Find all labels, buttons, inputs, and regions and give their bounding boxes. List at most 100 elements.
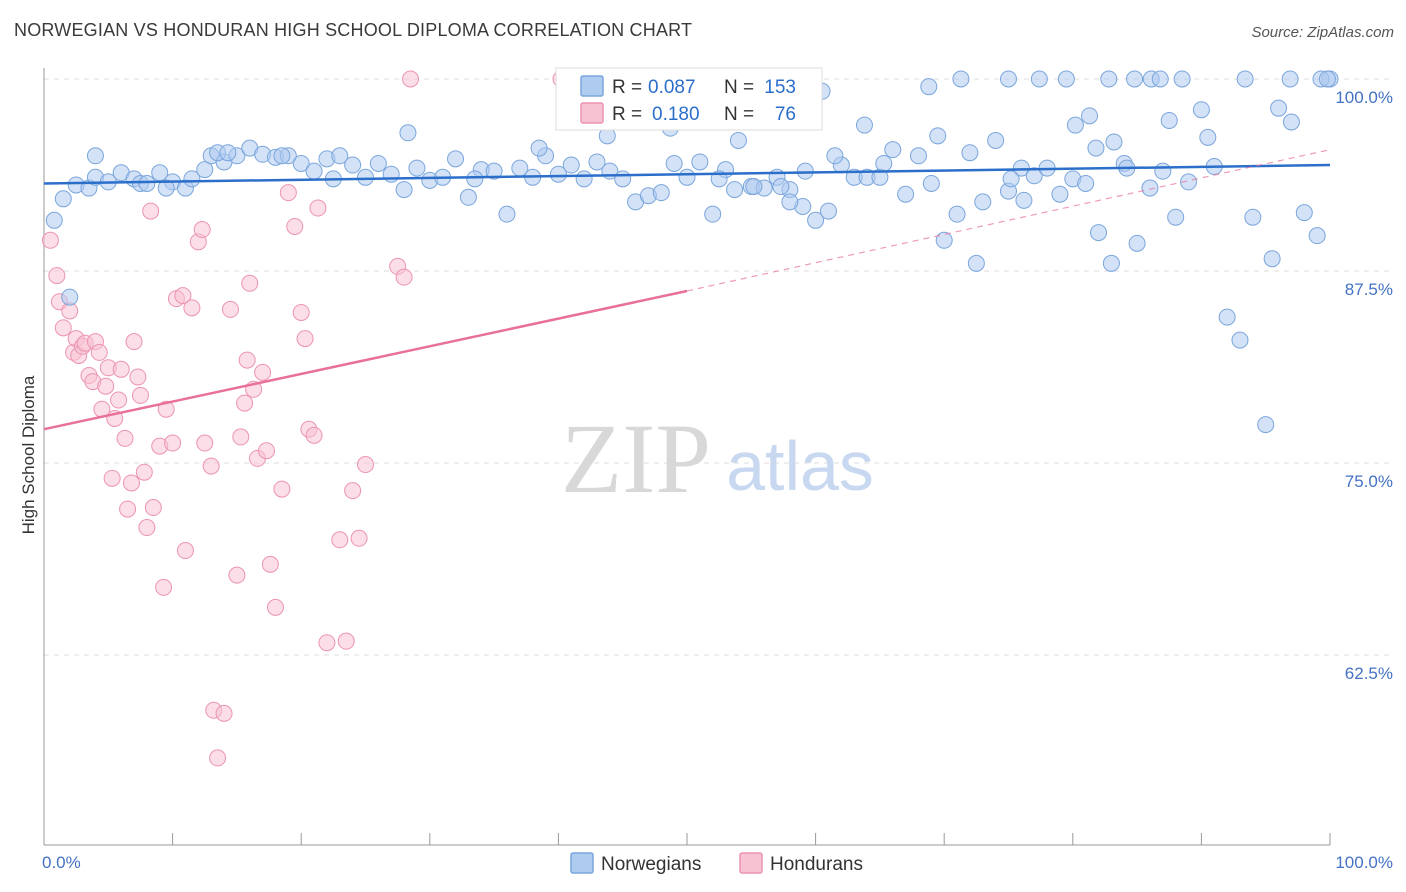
norwegians-point	[935, 231, 953, 249]
norwegians-point	[86, 147, 104, 165]
hondurans-point	[209, 749, 227, 767]
norwegians-point	[1105, 133, 1123, 151]
hondurans-point	[215, 704, 233, 722]
norwegians-point	[772, 178, 790, 196]
norwegians-point	[967, 254, 985, 272]
norwegians-point	[183, 170, 201, 188]
norwegians-point	[922, 174, 940, 192]
hondurans-point	[157, 400, 175, 418]
hondurans-point	[395, 268, 413, 286]
norwegians-point	[1128, 234, 1146, 252]
norwegians-point	[562, 156, 580, 174]
hondurans-point	[131, 386, 149, 404]
norwegians-point	[726, 181, 744, 199]
hondurans-point	[357, 456, 374, 474]
hondurans-point	[350, 529, 368, 547]
hondurans-point	[90, 343, 108, 361]
norwegians-point	[704, 205, 722, 223]
norwegians-point	[1263, 250, 1281, 268]
norwegians-point	[1015, 191, 1033, 209]
norwegians-point	[1000, 70, 1017, 88]
hondurans-point	[135, 463, 153, 481]
hondurans-point	[119, 500, 137, 518]
norwegians-point	[466, 170, 484, 188]
norwegians-point	[745, 178, 763, 196]
norwegians-point	[54, 190, 72, 208]
norwegians-point	[1141, 179, 1159, 197]
norwegians-point	[1295, 204, 1313, 222]
norwegians-point	[781, 193, 799, 211]
norwegians-point	[575, 170, 593, 188]
hondurans-point	[286, 217, 304, 235]
hondurans-point	[112, 360, 130, 378]
norwegians-point	[1236, 70, 1254, 88]
y-tick-labels: 62.5% 75.0% 87.5% 100.0%	[1335, 88, 1393, 683]
hondurans-point	[331, 531, 349, 549]
bottom-legend-label-norwegians: Norwegians	[601, 854, 701, 875]
norwegians-point	[826, 147, 844, 165]
hondurans-trend-line	[43, 289, 688, 431]
hondurans-point	[236, 394, 254, 412]
hondurans-point	[292, 303, 310, 321]
norwegians-point	[196, 161, 214, 179]
norwegians-point	[399, 124, 417, 142]
norwegians-point	[974, 193, 992, 211]
legend-n-value-norwegians: 153	[764, 77, 796, 98]
norwegians-point	[1102, 254, 1120, 272]
hondurans-point	[266, 598, 284, 616]
norwegians-point	[1002, 170, 1020, 188]
norwegians-point	[1081, 107, 1099, 125]
y-axis-label: High School Diploma	[19, 375, 38, 534]
norwegians-point	[395, 181, 413, 199]
hondurans-point	[193, 221, 211, 239]
hondurans-point	[116, 429, 134, 447]
hondurans-point	[232, 428, 250, 446]
norwegians-point	[344, 156, 362, 174]
norwegians-point	[1173, 70, 1191, 88]
hondurans-point	[103, 469, 121, 487]
norwegians-point	[549, 165, 567, 183]
norwegians-point	[920, 78, 938, 96]
norwegians-point	[305, 162, 323, 180]
norwegians-points	[45, 70, 1339, 434]
hondurans-point	[257, 442, 275, 460]
hondurans-point	[125, 333, 143, 351]
norwegians-point	[855, 116, 873, 134]
bottom-legend-label-hondurans: Hondurans	[770, 854, 863, 875]
norwegians-point	[897, 185, 915, 203]
hondurans-points	[41, 70, 570, 767]
hondurans-point	[318, 634, 336, 652]
hondurans-point	[144, 499, 162, 517]
norwegians-point	[1087, 139, 1105, 157]
hondurans-point	[164, 434, 182, 452]
hondurans-point	[54, 319, 72, 337]
norwegians-point	[1126, 70, 1144, 88]
y-tick-label: 62.5%	[1345, 664, 1393, 683]
norwegians-point	[929, 127, 947, 145]
norwegians-point	[1192, 101, 1210, 119]
hondurans-point	[142, 202, 160, 220]
chart-title: NORWEGIAN VS HONDURAN HIGH SCHOOL DIPLOM…	[14, 20, 693, 40]
series-legend: Norwegians Hondurans	[570, 852, 863, 875]
hondurans-point	[97, 377, 115, 395]
legend-r-label-hondurans: R =	[612, 104, 642, 125]
legend-swatch-hondurans	[580, 102, 604, 124]
norwegians-point	[61, 288, 79, 306]
norwegians-point	[1066, 116, 1084, 134]
norwegians-point	[1318, 70, 1336, 88]
norwegians-point	[292, 154, 310, 172]
norwegians-point	[1199, 128, 1217, 146]
source-label: Source: ZipAtlas.com	[1251, 24, 1394, 41]
norwegians-point	[1025, 167, 1043, 185]
norwegians-point	[1154, 162, 1172, 180]
hondurans-point	[138, 519, 156, 537]
norwegians-point	[1160, 111, 1178, 129]
legend-r-value-norwegians: 0.087	[648, 77, 696, 98]
norwegians-point	[588, 153, 606, 171]
x-tick-label-max: 100.0%	[1335, 853, 1393, 872]
y-tick-label: 75.0%	[1345, 472, 1393, 491]
hondurans-point	[48, 267, 66, 285]
hondurans-point	[122, 474, 140, 492]
hondurans-point	[273, 480, 291, 498]
